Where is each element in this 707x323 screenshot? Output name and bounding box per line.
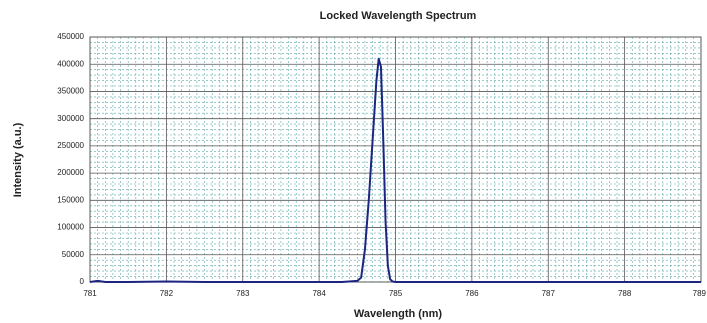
x-tick-label: 785 <box>389 289 403 298</box>
y-tick-label: 400000 <box>57 59 84 68</box>
x-tick-label: 783 <box>236 289 250 298</box>
x-axis-label: Wavelength (nm) <box>354 308 443 320</box>
y-tick-label: 100000 <box>57 223 84 232</box>
y-axis-label: Intensity (a.u.) <box>12 122 24 197</box>
y-tick-label: 0 <box>80 277 85 286</box>
y-tick-label: 150000 <box>57 195 84 204</box>
x-tick-label: 782 <box>160 289 174 298</box>
x-tick-label: 787 <box>542 289 556 298</box>
y-tick-label: 250000 <box>57 141 84 150</box>
chart-title: Locked Wavelength Spectrum <box>320 10 477 22</box>
y-tick-label: 200000 <box>57 168 84 177</box>
y-tick-label: 450000 <box>57 32 84 41</box>
x-tick-label: 784 <box>312 289 326 298</box>
x-tick-label: 786 <box>465 289 479 298</box>
x-tick-label: 788 <box>618 289 632 298</box>
data-line <box>89 57 701 283</box>
y-tick-label: 50000 <box>62 250 85 259</box>
y-tick-label: 350000 <box>57 87 84 96</box>
x-tick-label: 789 <box>693 289 707 298</box>
y-tick-label: 300000 <box>57 114 84 123</box>
x-tick-label: 781 <box>83 289 97 298</box>
